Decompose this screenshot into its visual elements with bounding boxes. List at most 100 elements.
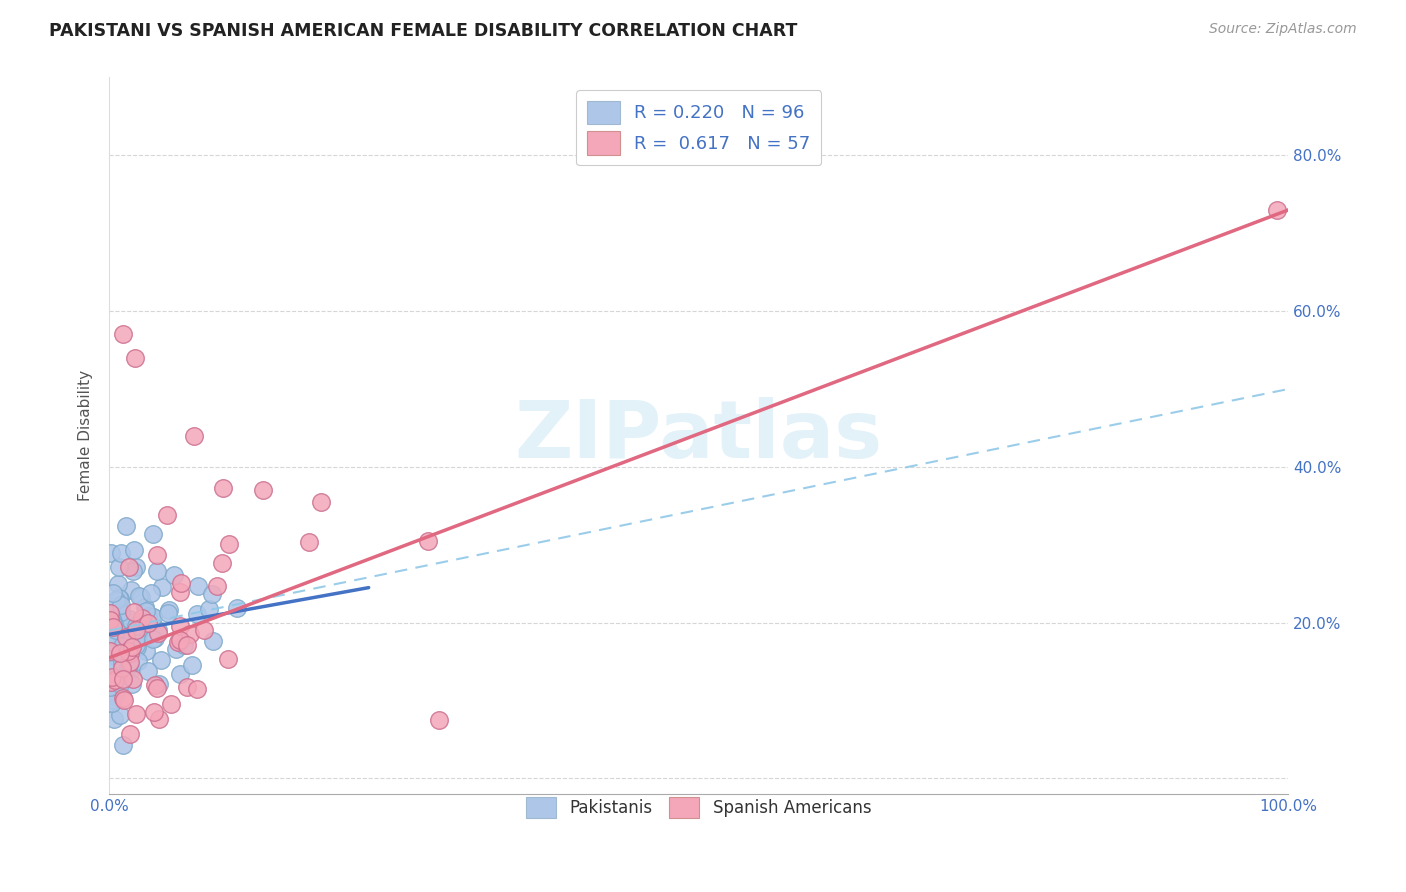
Point	[104, 649, 127, 664]
Point	[112, 691, 135, 706]
Point	[186, 681, 208, 696]
Point	[217, 652, 239, 666]
Point	[193, 623, 215, 637]
Point	[121, 677, 143, 691]
Point	[181, 657, 204, 672]
Point	[176, 638, 198, 652]
Point	[122, 606, 145, 620]
Point	[187, 579, 209, 593]
Point	[108, 708, 131, 723]
Point	[169, 632, 191, 647]
Point	[104, 609, 127, 624]
Point	[101, 693, 124, 707]
Point	[115, 624, 138, 639]
Legend: Pakistanis, Spanish Americans: Pakistanis, Spanish Americans	[520, 790, 877, 825]
Point	[112, 673, 135, 687]
Point	[103, 617, 125, 632]
Point	[125, 707, 148, 722]
Point	[105, 612, 128, 626]
Point	[218, 537, 240, 551]
Point	[124, 351, 146, 365]
Point	[157, 603, 180, 617]
Point	[112, 738, 135, 752]
Point	[136, 615, 159, 630]
Point	[186, 607, 208, 622]
Point	[108, 622, 131, 636]
Point	[111, 614, 134, 628]
Point	[100, 546, 122, 560]
Point	[118, 646, 141, 660]
Point	[110, 598, 132, 612]
Point	[117, 660, 139, 674]
Point	[128, 589, 150, 603]
Point	[183, 428, 205, 442]
Point	[122, 542, 145, 557]
Point	[104, 624, 127, 638]
Point	[107, 577, 129, 591]
Point	[112, 327, 135, 342]
Point	[125, 619, 148, 633]
Point	[104, 673, 127, 687]
Point	[104, 687, 127, 701]
Point	[125, 560, 148, 574]
Point	[120, 663, 142, 677]
Point	[143, 631, 166, 645]
Point	[143, 678, 166, 692]
Point	[108, 613, 131, 627]
Point	[167, 634, 190, 648]
Y-axis label: Female Disability: Female Disability	[79, 370, 93, 501]
Point	[100, 607, 122, 621]
Point	[118, 611, 141, 625]
Point	[118, 727, 141, 741]
Point	[115, 655, 138, 669]
Point	[103, 623, 125, 637]
Point	[156, 607, 179, 621]
Point	[125, 623, 148, 637]
Point	[100, 674, 122, 689]
Point	[115, 519, 138, 533]
Point	[132, 620, 155, 634]
Point	[110, 591, 132, 606]
Point	[110, 546, 132, 560]
Point	[142, 632, 165, 646]
Point	[120, 642, 142, 657]
Point	[121, 640, 143, 655]
Point	[156, 508, 179, 523]
Point	[169, 667, 191, 681]
Text: ZIPatlas: ZIPatlas	[515, 397, 883, 475]
Point	[197, 602, 219, 616]
Point	[298, 535, 321, 549]
Point	[131, 611, 153, 625]
Point	[110, 606, 132, 620]
Point	[117, 644, 139, 658]
Point	[100, 629, 122, 643]
Point	[129, 591, 152, 605]
Point	[108, 640, 131, 654]
Point	[120, 582, 142, 597]
Point	[100, 670, 122, 684]
Point	[136, 664, 159, 678]
Point	[169, 584, 191, 599]
Point	[104, 605, 127, 619]
Point	[100, 662, 122, 676]
Point	[205, 579, 228, 593]
Point	[101, 585, 124, 599]
Point	[121, 564, 143, 578]
Point	[110, 677, 132, 691]
Point	[122, 673, 145, 687]
Point	[100, 673, 122, 687]
Point	[136, 618, 159, 632]
Point	[100, 612, 122, 626]
Point	[101, 616, 124, 631]
Point	[146, 565, 169, 579]
Point	[201, 633, 224, 648]
Point	[125, 630, 148, 644]
Point	[211, 556, 233, 570]
Point	[162, 568, 184, 582]
Point	[125, 638, 148, 652]
Point	[107, 559, 129, 574]
Point	[176, 680, 198, 694]
Point	[150, 653, 173, 667]
Point	[111, 661, 134, 675]
Point	[226, 600, 249, 615]
